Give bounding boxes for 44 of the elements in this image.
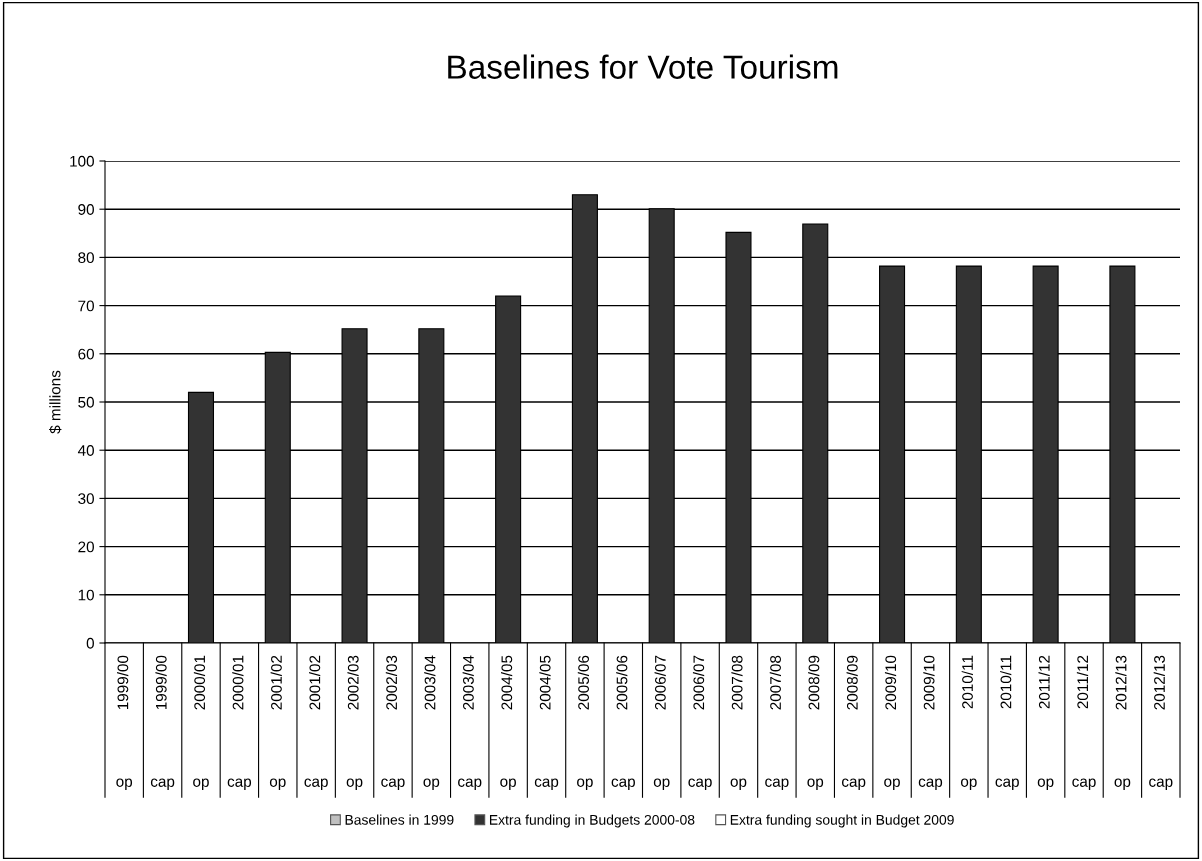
category-label: 2002/03 op bbox=[346, 655, 363, 790]
category-label: 2001/02 op bbox=[269, 655, 286, 790]
category-label: 2005/06 cap bbox=[611, 655, 635, 790]
category-label: 2008/09 op bbox=[807, 655, 824, 790]
legend-label: Extra funding in Budgets 2000-08 bbox=[489, 814, 695, 828]
legend-label: Extra funding sought in Budget 2009 bbox=[730, 814, 954, 828]
category-label: 2002/03 cap bbox=[381, 655, 405, 790]
category-label: 2005/06 op bbox=[577, 655, 593, 790]
category-label: 1999/00 cap bbox=[150, 655, 175, 790]
category-label: 2011/12 op bbox=[1037, 655, 1054, 790]
category-label: 2004/05 op bbox=[500, 655, 516, 790]
y-tick-label: 20 bbox=[78, 541, 94, 553]
category-label: 2011/12 cap bbox=[1072, 655, 1096, 790]
y-tick-label: 50 bbox=[78, 396, 94, 408]
category-label: 2007/08 op bbox=[730, 655, 747, 790]
y-axis-title: $ millions bbox=[49, 370, 62, 434]
y-tick-label: 10 bbox=[78, 589, 94, 601]
y-tick-label: 100 bbox=[70, 155, 94, 167]
category-label: 2006/07 cap bbox=[688, 655, 712, 790]
legend-label: Baselines in 1999 bbox=[345, 814, 454, 825]
category-label: 2010/11 cap bbox=[995, 655, 1019, 790]
category-label: 2004/05 cap bbox=[534, 655, 559, 790]
y-tick-label: 30 bbox=[78, 493, 94, 505]
y-tick-label: 0 bbox=[86, 637, 94, 649]
category-label: 2007/08 cap bbox=[765, 655, 789, 790]
category-label: 2009/10 cap bbox=[918, 655, 943, 790]
category-label: 2012/13 op bbox=[1114, 655, 1131, 790]
chart-title: Baselines for Vote Tourism bbox=[448, 54, 838, 79]
category-label: 2003/04 cap bbox=[458, 655, 482, 790]
category-label: 2000/01 cap bbox=[227, 655, 252, 790]
category-label: 2003/04 op bbox=[423, 655, 440, 790]
category-label: 2010/11 op bbox=[960, 655, 977, 790]
category-label: 2009/10 op bbox=[884, 655, 900, 790]
category-label: 2012/13 cap bbox=[1149, 655, 1173, 790]
y-tick-label: 90 bbox=[78, 204, 94, 215]
category-label: 2001/02 cap bbox=[304, 655, 328, 790]
category-label: 2008/09 cap bbox=[841, 655, 866, 790]
y-tick-label: 70 bbox=[78, 300, 94, 312]
category-label: 1999/00 op bbox=[116, 655, 133, 790]
y-tick-label: 60 bbox=[78, 348, 94, 360]
category-label: 2006/07 op bbox=[653, 655, 670, 790]
y-tick-label: 80 bbox=[78, 252, 94, 264]
category-label: 2000/01 op bbox=[193, 655, 209, 790]
y-tick-label: 40 bbox=[77, 445, 94, 456]
